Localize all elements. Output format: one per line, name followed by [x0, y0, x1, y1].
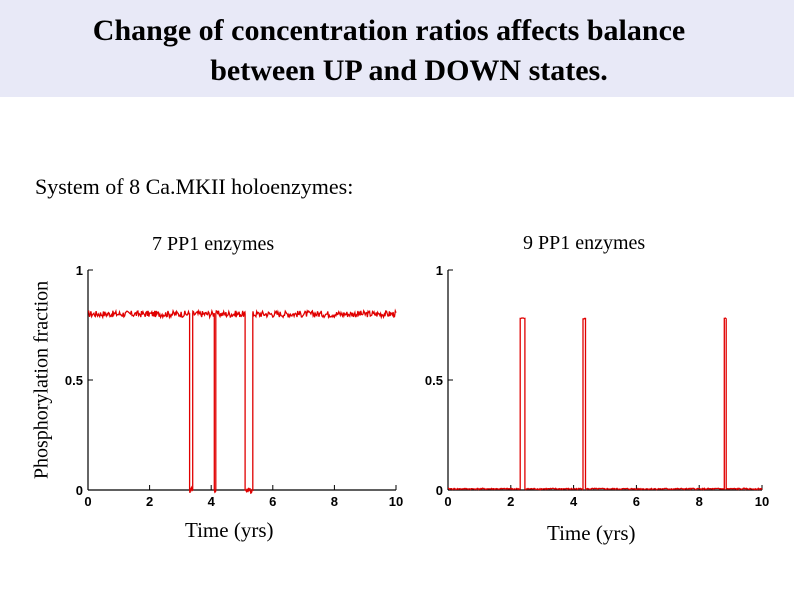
y-axis-label: Phosphorylation fraction	[30, 280, 53, 480]
left-x-tick-label: 0	[84, 494, 91, 509]
right-chart-title: 9 PP1 enzymes	[523, 232, 646, 254]
left-chart-title: 7 PP1 enzymes	[152, 233, 275, 255]
left-y-tick-label: 1	[76, 263, 83, 278]
left-x-axis-label: Time (yrs)	[185, 518, 274, 542]
left-series-line	[87, 308, 397, 495]
right-x-tick-label: 10	[755, 494, 769, 509]
left-chart: 0 2 4 6 8 10 0 0.5 1	[65, 263, 403, 509]
slide-title-line-1: Change of concentration ratios affects b…	[92, 14, 686, 47]
right-x-tick-label: 6	[633, 494, 640, 509]
right-x-tick-label: 8	[696, 494, 703, 509]
left-x-tick-label: 8	[331, 494, 338, 509]
right-x-tick-label: 0	[444, 494, 451, 509]
left-x-tick-label: 6	[269, 494, 276, 509]
right-y-tick-label: 0.5	[425, 373, 443, 388]
left-x-tick-label: 10	[389, 494, 403, 509]
right-y-tick-label: 1	[436, 263, 443, 278]
slide-title-line-2: between UP and DOWN states.	[210, 54, 608, 87]
system-subtitle: System of 8 Ca.MKII holoenzymes:	[35, 174, 354, 199]
title-band	[0, 0, 794, 97]
right-chart: 0 2 4 6 8 10 0 0.5 1	[425, 263, 769, 509]
right-series-line	[447, 317, 763, 491]
left-y-tick-label: 0	[76, 483, 83, 498]
right-y-tick-label: 0	[436, 483, 443, 498]
left-x-tick-label: 4	[208, 494, 216, 509]
left-y-tick-label: 0.5	[65, 373, 83, 388]
left-x-tick-label: 2	[146, 494, 153, 509]
right-x-axis-label: Time (yrs)	[547, 521, 636, 545]
right-x-tick-label: 4	[570, 494, 578, 509]
right-x-tick-label: 2	[507, 494, 514, 509]
